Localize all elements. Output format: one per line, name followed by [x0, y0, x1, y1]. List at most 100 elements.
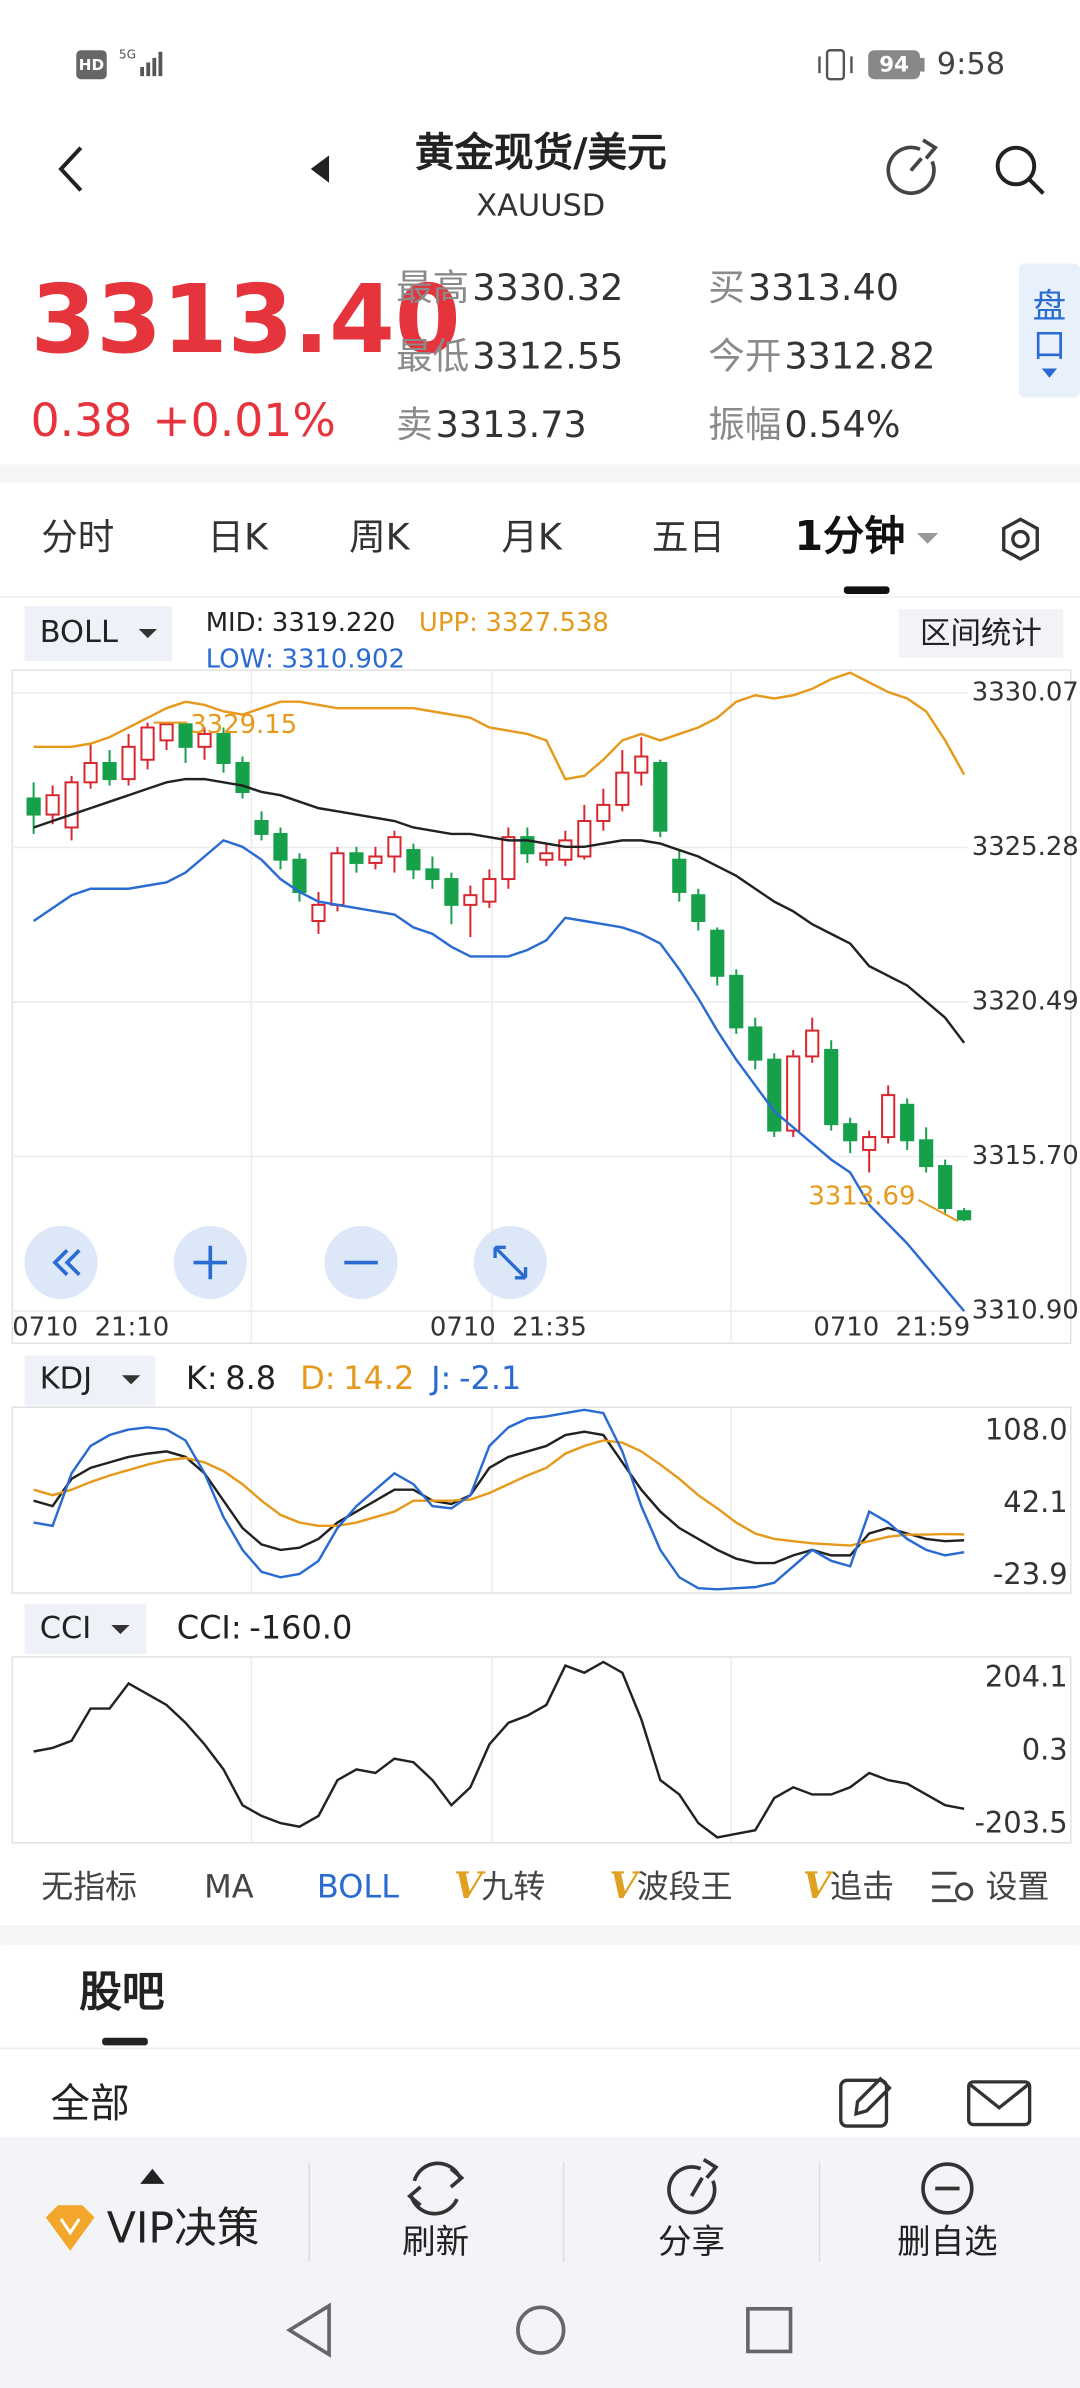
- candle-body: [881, 1094, 896, 1139]
- candle-body: [672, 858, 687, 893]
- header-subtitle: XAUUSD: [476, 189, 605, 224]
- last-price: 3313.40: [31, 265, 461, 375]
- nav-label[interactable]: 刷新: [402, 2222, 469, 2261]
- prev-button[interactable]: [310, 155, 330, 183]
- annotation-leader: [917, 1199, 959, 1223]
- period-tab[interactable]: 日K: [207, 516, 269, 559]
- candle-body: [900, 1103, 915, 1142]
- legend-val: 3310.902: [281, 644, 404, 674]
- stat-value: 3313.73: [436, 403, 587, 446]
- divider: [0, 1925, 1080, 1945]
- candle-body: [767, 1058, 782, 1132]
- compose-icon[interactable]: [839, 2076, 892, 2128]
- indicator-tab[interactable]: 无指标: [41, 1867, 137, 1905]
- header-title: 黄金现货/美元: [415, 130, 667, 176]
- side-button-arrow: [1041, 368, 1058, 378]
- tab-fade: [910, 1861, 927, 1916]
- indicator-name[interactable]: CCI: [40, 1611, 91, 1646]
- candle-body: [691, 894, 706, 922]
- boll-line: [33, 777, 966, 1044]
- legend-val: 8.8: [225, 1359, 276, 1397]
- back-button[interactable]: [58, 146, 83, 192]
- candle-body: [596, 803, 611, 823]
- legend-sep: :: [256, 607, 265, 637]
- candle-body: [919, 1139, 934, 1168]
- x-tick-label: 0710 21:35: [430, 1313, 587, 1343]
- legend-name: UPP: [419, 607, 469, 637]
- settings-lines-icon: [932, 1871, 974, 1903]
- settings-icon[interactable]: [1002, 517, 1039, 561]
- nav-back[interactable]: [285, 2302, 331, 2358]
- refresh-icon: [406, 2161, 465, 2216]
- indicator-tab[interactable]: 追击: [830, 1867, 894, 1905]
- y-tick-label: 3325.28: [972, 832, 1079, 862]
- settings-label[interactable]: 设置: [985, 1867, 1049, 1905]
- stat-label: 卖: [396, 403, 433, 446]
- y-tick-label: -203.5: [974, 1805, 1067, 1839]
- candle-body: [729, 974, 744, 1029]
- nav-home[interactable]: [516, 2305, 566, 2355]
- indicator-tab[interactable]: 波段王: [637, 1867, 733, 1905]
- candle-body: [463, 894, 478, 906]
- bottom-nav: VIP决策 刷新 分享 删自选: [107, 2204, 998, 2261]
- nav-recent[interactable]: [746, 2306, 793, 2354]
- icon: [52, 1249, 81, 1277]
- candle-body: [330, 852, 345, 906]
- price-change-pct: +0.01%: [152, 394, 335, 447]
- signal-icon: [140, 51, 163, 77]
- vibrate-icon: [818, 49, 853, 81]
- boll-line: [32, 838, 966, 1312]
- side-button[interactable]: [1018, 263, 1080, 398]
- period-tab[interactable]: 五日: [652, 516, 725, 559]
- period-tab[interactable]: 分时: [41, 516, 114, 559]
- period-tab[interactable]: 月K: [501, 516, 563, 559]
- bottom-bar: [0, 2136, 1080, 2388]
- candle-body: [444, 878, 459, 906]
- legend-entry: LOW: 3310.902: [206, 644, 405, 674]
- remove-icon: [921, 2162, 974, 2215]
- indicator-name[interactable]: KDJ: [40, 1361, 92, 1396]
- divider: [0, 464, 1080, 483]
- indicator-tab[interactable]: 九转: [481, 1867, 545, 1905]
- filter-label[interactable]: 全部: [50, 2081, 129, 2127]
- search-icon[interactable]: [995, 145, 1045, 195]
- vip-icon: [45, 2205, 95, 2251]
- range-stats-label[interactable]: 区间统计: [920, 617, 1042, 652]
- candle-body: [254, 820, 269, 835]
- legend-entry: D: 14.2: [300, 1359, 414, 1397]
- stat-value: 0.54%: [784, 403, 900, 446]
- period-tab[interactable]: 1分钟: [795, 512, 906, 560]
- mail-icon[interactable]: [967, 2080, 1032, 2127]
- icon: [493, 1245, 528, 1280]
- nav-label[interactable]: VIP决策: [107, 2204, 260, 2254]
- tab-underline: [843, 586, 890, 594]
- indicator-name[interactable]: BOLL: [40, 615, 118, 650]
- refresh-share-icon[interactable]: [886, 138, 938, 195]
- candle-body: [121, 745, 136, 781]
- dropdown-arrow: [121, 1375, 141, 1385]
- tab-underline: [102, 2037, 148, 2046]
- section-title[interactable]: 股吧: [79, 1968, 164, 2018]
- candle-body: [159, 723, 174, 742]
- candle-body: [862, 1136, 877, 1151]
- nav-label[interactable]: 删自选: [897, 2222, 998, 2261]
- legend-val: -160.0: [249, 1609, 352, 1647]
- indicator-tab[interactable]: BOLL: [317, 1867, 399, 1905]
- candle-body: [197, 732, 212, 748]
- legend-val: 3327.538: [485, 607, 608, 637]
- quote-stats: 最高 3330.32 买 3313.40 最低 3312.55 今开 3312.82 卖 3313…: [396, 266, 935, 446]
- legend-name: MID: [206, 607, 256, 637]
- indicator-tab[interactable]: MA: [204, 1867, 254, 1905]
- indicator-tabs: 无指标 MA BOLL V 九转 V 波段王 V 追击: [41, 1861, 927, 1916]
- period-tab[interactable]: 周K: [349, 516, 411, 559]
- dropdown-arrow: [916, 533, 939, 544]
- y-tick-label: 42.1: [1003, 1485, 1067, 1519]
- legend-name: K: [186, 1359, 208, 1397]
- scroll-left-button[interactable]: [24, 1225, 98, 1300]
- range-stats-button[interactable]: [898, 609, 1064, 658]
- nav-label[interactable]: 分享: [658, 2222, 725, 2261]
- indicator-selector[interactable]: [24, 1603, 147, 1654]
